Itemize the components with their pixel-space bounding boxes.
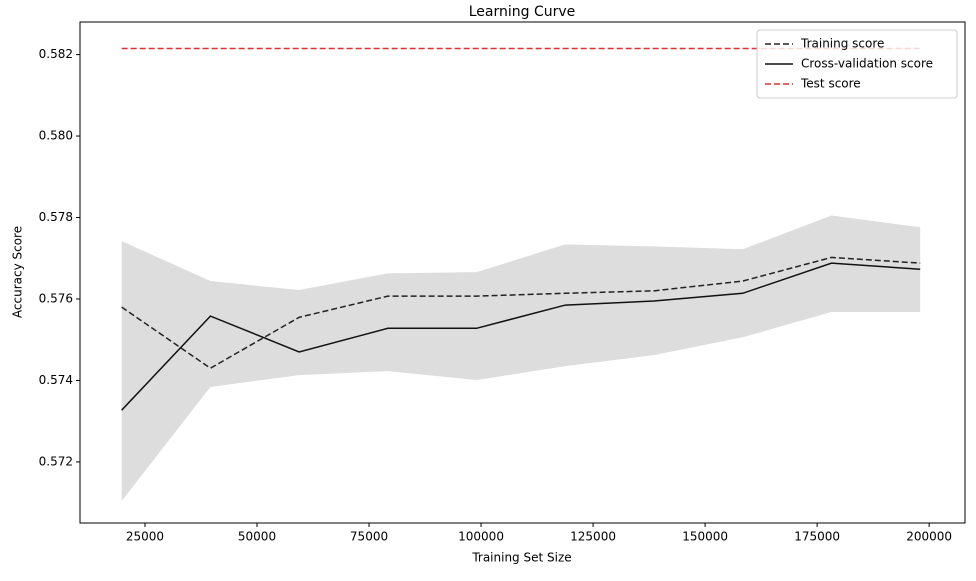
plot-frame xyxy=(79,21,966,524)
legend-label: Test score xyxy=(800,77,861,91)
series-line xyxy=(121,262,921,411)
x-tick-label: 200000 xyxy=(906,530,952,544)
legend-label: Training score xyxy=(800,37,884,51)
x-axis-label: Training Set Size xyxy=(471,551,571,565)
band xyxy=(121,215,921,502)
x-tick-label: 100000 xyxy=(458,530,504,544)
x-tick-label: 25000 xyxy=(126,530,164,544)
y-tick-label: 0.572 xyxy=(39,454,73,468)
y-tick-label: 0.582 xyxy=(39,47,73,61)
y-tick-label: 0.578 xyxy=(39,210,73,224)
chart-title: Learning Curve xyxy=(469,4,576,20)
legend-label: Cross-validation score xyxy=(801,57,933,71)
x-tick-label: 75000 xyxy=(350,530,388,544)
legend-box xyxy=(756,29,958,99)
x-tick-label: 125000 xyxy=(570,530,616,544)
y-tick-label: 0.574 xyxy=(39,373,73,387)
series-line xyxy=(121,256,921,370)
y-axis-label: Accuracy Score xyxy=(11,226,25,318)
x-tick-label: 175000 xyxy=(794,530,840,544)
x-tick-label: 150000 xyxy=(682,530,728,544)
y-tick-label: 0.576 xyxy=(39,291,73,305)
y-tick-label: 0.580 xyxy=(39,129,73,143)
x-tick-label: 50000 xyxy=(238,530,276,544)
